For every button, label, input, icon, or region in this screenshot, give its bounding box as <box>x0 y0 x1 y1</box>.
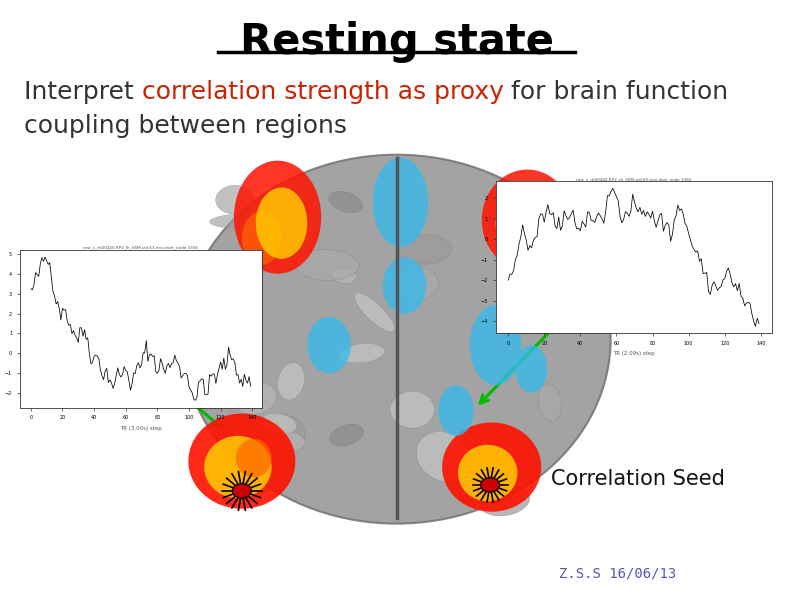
Ellipse shape <box>393 267 439 301</box>
Text: for brain function: for brain function <box>504 80 729 104</box>
Ellipse shape <box>294 250 359 280</box>
Ellipse shape <box>182 155 611 524</box>
Ellipse shape <box>390 391 435 428</box>
Ellipse shape <box>332 268 356 284</box>
Ellipse shape <box>479 485 530 516</box>
Text: Correlation Seed: Correlation Seed <box>551 469 725 489</box>
Ellipse shape <box>242 211 282 265</box>
Ellipse shape <box>262 414 297 434</box>
Ellipse shape <box>278 363 305 400</box>
Ellipse shape <box>469 305 522 386</box>
Ellipse shape <box>496 190 551 256</box>
Ellipse shape <box>416 431 471 481</box>
Ellipse shape <box>515 345 547 393</box>
Ellipse shape <box>339 343 385 363</box>
Ellipse shape <box>205 436 271 499</box>
Ellipse shape <box>538 384 561 422</box>
Ellipse shape <box>232 381 277 414</box>
Ellipse shape <box>442 422 541 512</box>
Ellipse shape <box>209 214 273 228</box>
Ellipse shape <box>354 293 395 332</box>
Ellipse shape <box>216 185 254 214</box>
Circle shape <box>232 484 251 498</box>
Ellipse shape <box>373 158 428 247</box>
Text: Resting state: Resting state <box>239 21 554 63</box>
Ellipse shape <box>438 386 473 436</box>
Ellipse shape <box>276 433 305 451</box>
Text: Interpret: Interpret <box>24 80 141 104</box>
Text: Z.S.S 16/06/13: Z.S.S 16/06/13 <box>559 566 676 580</box>
Ellipse shape <box>188 414 295 509</box>
Ellipse shape <box>240 464 281 493</box>
Text: coupling between regions: coupling between regions <box>24 114 347 138</box>
Ellipse shape <box>329 424 364 446</box>
Ellipse shape <box>259 415 305 452</box>
Ellipse shape <box>199 252 254 286</box>
Text: correlation strength as proxy: correlation strength as proxy <box>141 80 504 104</box>
Ellipse shape <box>458 445 517 501</box>
Ellipse shape <box>488 231 528 260</box>
Circle shape <box>481 478 500 492</box>
X-axis label: TR (2.09s) step: TR (2.09s) step <box>613 352 654 356</box>
Ellipse shape <box>234 161 321 274</box>
X-axis label: TR (3.00s) step: TR (3.00s) step <box>120 426 162 431</box>
Ellipse shape <box>255 187 307 259</box>
Ellipse shape <box>398 235 451 264</box>
Ellipse shape <box>329 191 362 213</box>
Title: rest_s_rb00440.RP2_rh_SSM.std.60.mni.dset_node 3360: rest_s_rb00440.RP2_rh_SSM.std.60.mni.dse… <box>576 177 691 181</box>
Ellipse shape <box>236 439 271 477</box>
Ellipse shape <box>382 257 427 314</box>
Ellipse shape <box>307 317 351 374</box>
Title: rest_s_rb00440.RP2_lh_SSM.std.63.mni.dset_node 3356: rest_s_rb00440.RP2_lh_SSM.std.63.mni.dse… <box>83 246 198 249</box>
Ellipse shape <box>481 170 573 271</box>
